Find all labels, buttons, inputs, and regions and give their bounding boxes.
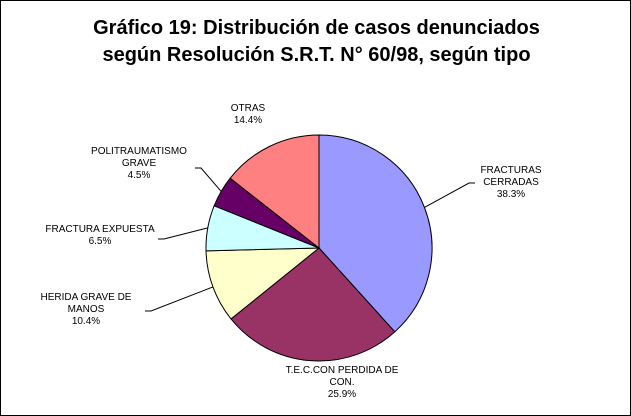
chart-title-line-2: según Resolución S.R.T. N° 60/98, según … bbox=[102, 44, 531, 66]
leader-line bbox=[158, 227, 208, 240]
pie-slice bbox=[318, 134, 433, 333]
slice-name-label: CON. bbox=[330, 377, 355, 388]
slice-percent-label: 25.9% bbox=[328, 389, 356, 400]
leader-line bbox=[145, 286, 214, 312]
slice-name-label: FRACTURA EXPUESTA bbox=[45, 224, 155, 235]
chart-title: Gráfico 19: Distribución de casos denunc… bbox=[1, 15, 630, 69]
slice-name-label: MANOS bbox=[68, 304, 105, 315]
leader-line bbox=[195, 167, 222, 192]
slice-name-label: OTRAS bbox=[231, 103, 266, 114]
slice-percent-label: 14.4% bbox=[234, 115, 262, 126]
slice-name-label: FRACTURAS bbox=[480, 165, 541, 176]
slice-name-label: T.E.C.CON PERDIDA DE bbox=[286, 365, 399, 376]
pie-slice bbox=[230, 247, 396, 362]
slice-name-label: GRAVE bbox=[122, 158, 157, 169]
leader-line bbox=[424, 182, 475, 208]
slice-name-label: POLITRAUMATISMO bbox=[91, 146, 187, 157]
chart-title-line-1: Gráfico 19: Distribución de casos denunc… bbox=[93, 17, 540, 39]
pie-slice bbox=[229, 134, 320, 250]
slice-percent-label: 38.3% bbox=[497, 189, 525, 200]
slice-percent-label: 4.5% bbox=[128, 170, 151, 181]
slice-percent-label: 10.4% bbox=[72, 316, 100, 327]
pie-slice bbox=[205, 247, 321, 320]
slice-name-label: HERIDA GRAVE DE bbox=[41, 292, 132, 303]
slice-percent-label: 6.5% bbox=[89, 236, 112, 247]
slice-name-label: CERRADAS bbox=[483, 177, 539, 188]
